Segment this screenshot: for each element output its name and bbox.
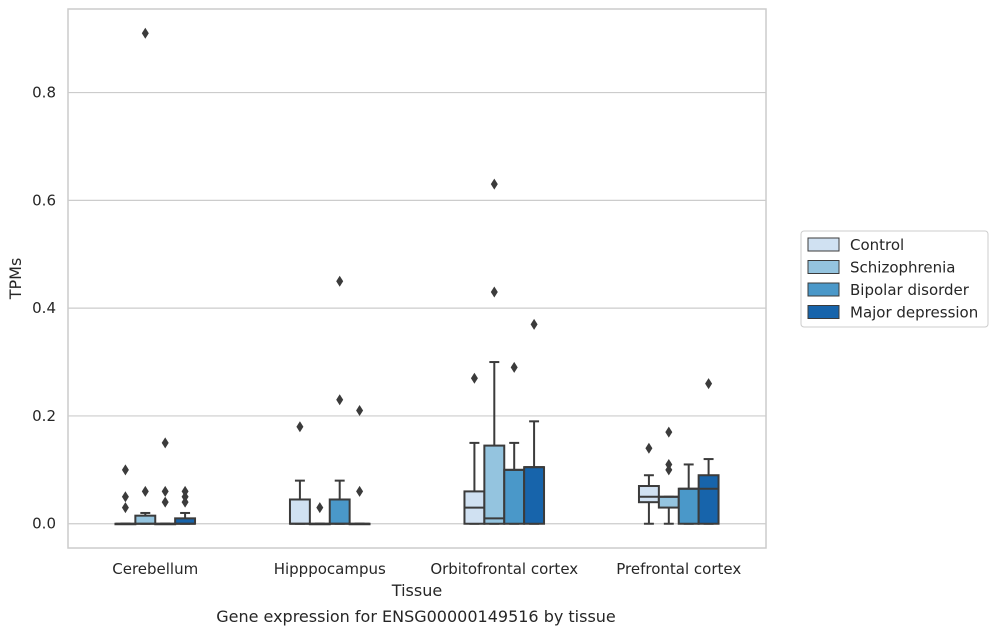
box-iqr [657, 495, 680, 509]
box-plot [308, 502, 331, 526]
box-plot [657, 426, 680, 525]
outlier-point [336, 275, 344, 287]
box-iqr [483, 444, 506, 525]
legend-label: Schizophrenia [850, 259, 955, 277]
outlier-point [470, 372, 478, 384]
outlier-point [665, 458, 673, 470]
outlier-point [316, 502, 324, 514]
outlier-point [645, 442, 653, 454]
box-plot [523, 318, 546, 525]
legend-label: Control [850, 236, 904, 254]
x-tick-label: Cerebellum [112, 560, 198, 578]
outlier-point [490, 178, 498, 190]
box-layer [114, 27, 720, 526]
x-axis-ticks: Cerebellum Hipppocampus Orbitofrontal cort… [112, 560, 741, 578]
box-plot [174, 485, 197, 525]
x-tick-label: Orbitofrontal cortex [430, 560, 578, 578]
outlier-point [705, 378, 713, 390]
box-iqr [328, 498, 351, 525]
outlier-point [490, 286, 498, 298]
box-plot [288, 421, 311, 525]
legend-swatch [807, 305, 840, 319]
outlier-point [121, 464, 129, 476]
box-plot [637, 442, 660, 525]
box-plot [154, 437, 177, 526]
legend-items: Control Schizophrenia Bipolar disorder Majo… [807, 236, 978, 322]
x-axis-label: Tissue [391, 581, 442, 600]
box-plot [328, 275, 351, 525]
legend-swatch [807, 282, 840, 297]
y-tick-label: 0.4 [32, 299, 56, 317]
y-tick-label: 0.0 [32, 515, 56, 533]
outlier-point [336, 394, 344, 406]
outlier-point [181, 485, 189, 497]
box-plot [697, 378, 720, 525]
box-iqr [523, 466, 546, 525]
box-iqr [697, 474, 720, 525]
x-tick-label: Prefrontal cortex [616, 560, 741, 578]
legend-swatch [807, 260, 840, 274]
box-iqr [677, 487, 700, 525]
legend-label: Bipolar disorder [850, 281, 970, 299]
box-iqr [637, 485, 660, 504]
outlier-point [121, 491, 129, 503]
outlier-point [356, 405, 364, 417]
box-plot [114, 464, 137, 526]
outlier-point [510, 361, 518, 373]
outlier-point [356, 485, 364, 497]
box-plot [677, 463, 700, 525]
outlier-point [141, 27, 149, 39]
box-plot [483, 178, 506, 525]
legend: Control Schizophrenia Bipolar disorder Majo… [800, 230, 989, 328]
legend-frame [800, 230, 989, 328]
legend-label: Major depression [850, 304, 978, 322]
outlier-point [141, 485, 149, 497]
box-plot [463, 372, 486, 525]
x-tick-label: Hipppocampus [274, 560, 386, 578]
y-axis-label: TPMs [6, 258, 25, 301]
outlier-point [161, 496, 169, 508]
box-plot [134, 27, 157, 525]
y-tick-label: 0.2 [32, 407, 56, 425]
y-axis-ticks: 0.0 0.2 0.4 0.6 0.8 [32, 84, 56, 533]
plot-area-frame [67, 8, 767, 549]
outlier-point [665, 426, 673, 438]
box-iqr [288, 498, 311, 525]
outlier-point [296, 421, 304, 433]
box-plot [348, 405, 371, 526]
outlier-point [530, 318, 538, 330]
legend-swatch [807, 237, 840, 252]
box-iqr [503, 468, 526, 525]
chart-caption: Gene expression for ENSG00000149516 by t… [216, 607, 616, 626]
gridlines [68, 91, 766, 525]
outlier-point [161, 437, 169, 449]
outlier-point [121, 502, 129, 514]
box-plot [503, 361, 526, 525]
outlier-point [161, 485, 169, 497]
y-tick-label: 0.8 [32, 84, 56, 102]
box-iqr [134, 514, 157, 525]
y-tick-label: 0.6 [32, 191, 56, 209]
